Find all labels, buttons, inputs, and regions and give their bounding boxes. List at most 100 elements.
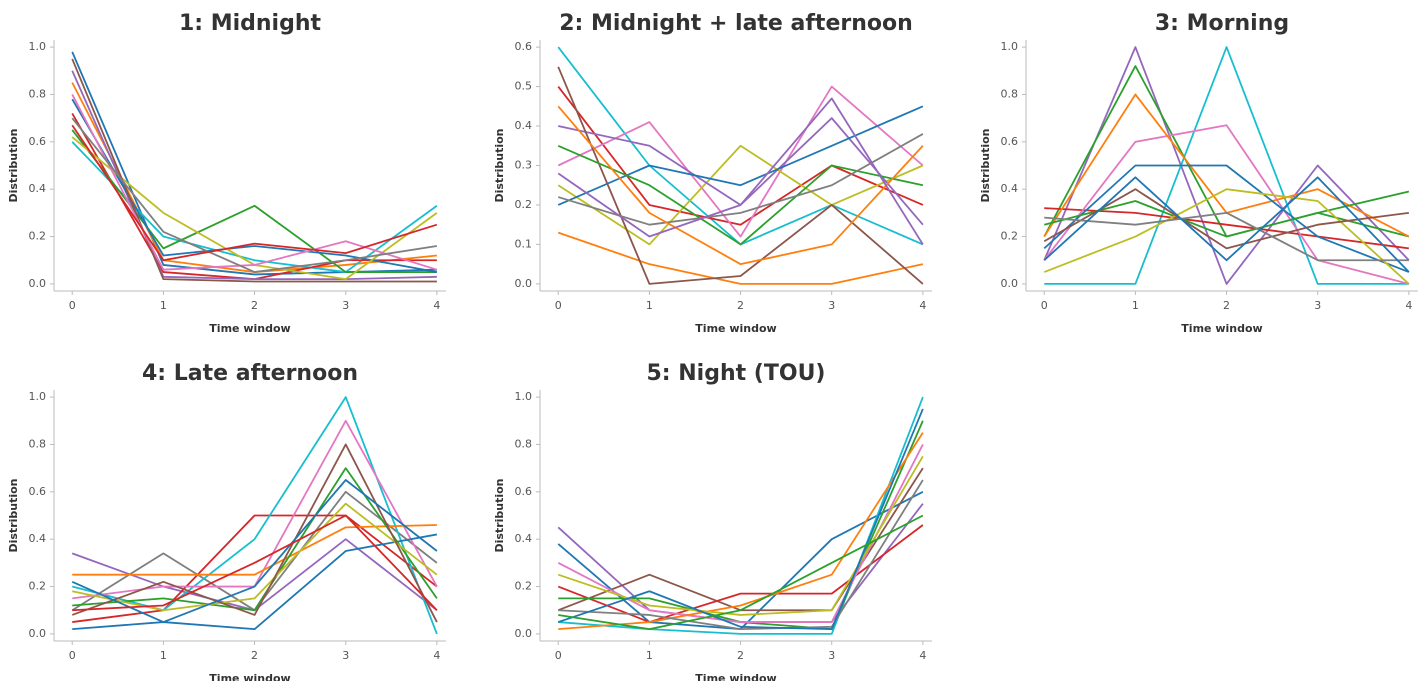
y-tick-label: 0.0 <box>29 627 47 640</box>
series-line <box>1044 211 1409 262</box>
series-line <box>72 502 438 612</box>
series-line <box>558 514 924 631</box>
series-line <box>558 432 924 631</box>
series-line <box>1043 188 1410 285</box>
y-axis-label: Distribution <box>493 128 506 202</box>
series-line <box>1043 124 1410 285</box>
y-axis-label: Distribution <box>493 478 506 552</box>
subplot: 1: Midnight 0.0 0.2 0.4 0.6 0.8 1.0 0 1 2 3 4 Time w… <box>7 11 446 335</box>
subplot: 4: Late afternoon 0.0 0.2 0.4 0.6 0.8 1.0 0 1 2 3 4… <box>7 361 446 681</box>
x-tick-label: 3 <box>1314 299 1321 312</box>
series-line <box>1043 176 1410 273</box>
series-line <box>71 490 438 612</box>
y-tick-label: 1.0 <box>29 40 47 53</box>
y-tick-label: 0.5 <box>515 80 533 93</box>
y-tick-label: 0.8 <box>29 437 47 450</box>
series-line <box>71 129 437 273</box>
y-axis-label: Distribution <box>979 128 992 202</box>
x-axis-label: Time window <box>695 672 776 681</box>
series-line <box>557 455 924 616</box>
x-tick-label: 2 <box>737 649 744 662</box>
series-line <box>557 85 924 238</box>
series-line <box>71 98 438 273</box>
series-line <box>557 66 924 285</box>
x-tick-label: 1 <box>646 299 653 312</box>
x-tick-label: 1 <box>1132 299 1139 312</box>
series-line <box>1044 46 1409 285</box>
y-tick-label: 0.4 <box>29 532 47 545</box>
series-line <box>557 144 924 246</box>
series-line <box>71 443 438 623</box>
y-tick-label: 0.4 <box>1001 182 1019 195</box>
x-tick-label: 2 <box>737 299 744 312</box>
y-tick-label: 0.6 <box>29 485 47 498</box>
series-line <box>71 94 438 271</box>
x-tick-label: 4 <box>433 649 440 662</box>
series-line <box>557 408 924 631</box>
series-line <box>72 514 438 612</box>
y-tick-label: 1.0 <box>29 390 47 403</box>
x-axis-label: Time window <box>1181 322 1262 335</box>
y-tick-label: 0.6 <box>1001 135 1019 148</box>
x-tick-label: 0 <box>69 649 76 662</box>
x-tick-label: 2 <box>1223 299 1230 312</box>
series-line <box>1044 190 1410 238</box>
x-tick-label: 4 <box>919 649 926 662</box>
y-tick-label: 0.4 <box>515 119 533 132</box>
series-line <box>558 479 924 631</box>
x-tick-label: 1 <box>160 299 167 312</box>
y-tick-label: 0.6 <box>29 135 47 148</box>
series-line <box>557 86 924 226</box>
x-tick-label: 0 <box>1041 299 1048 312</box>
y-tick-label: 0.2 <box>29 580 47 593</box>
x-axis-label: Time window <box>209 672 290 681</box>
x-tick-label: 3 <box>828 299 835 312</box>
subplot-title: 4: Late afternoon <box>142 361 358 386</box>
y-tick-label: 0.3 <box>515 159 533 172</box>
series-line <box>71 124 438 262</box>
y-tick-label: 1.0 <box>1001 40 1019 53</box>
y-tick-label: 0.8 <box>29 87 47 100</box>
x-tick-label: 3 <box>828 649 835 662</box>
series-line <box>557 105 924 266</box>
y-axis-label: Distribution <box>7 478 20 552</box>
series-line <box>72 419 438 600</box>
y-tick-label: 0.6 <box>515 40 533 53</box>
y-tick-label: 0.0 <box>1001 277 1019 290</box>
x-axis-label: Time window <box>209 322 290 335</box>
series-line <box>1043 164 1410 273</box>
series-line <box>71 58 437 283</box>
series-line <box>72 467 438 612</box>
subplot-title: 5: Night (TOU) <box>647 361 826 386</box>
series-line <box>557 444 924 623</box>
series-line <box>1043 188 1409 250</box>
series-line <box>1043 46 1410 285</box>
subplot-title: 1: Midnight <box>179 11 322 36</box>
x-tick-label: 1 <box>160 649 167 662</box>
y-tick-label: 0.2 <box>515 580 533 593</box>
series-line <box>557 144 924 246</box>
series-line <box>72 514 438 623</box>
x-tick-label: 0 <box>69 299 76 312</box>
y-tick-label: 0.8 <box>515 437 533 450</box>
x-tick-label: 4 <box>433 299 440 312</box>
x-tick-label: 0 <box>555 299 562 312</box>
series-line <box>557 524 924 623</box>
y-tick-label: 0.1 <box>515 237 533 250</box>
x-tick-label: 4 <box>1405 299 1412 312</box>
y-tick-label: 1.0 <box>515 390 533 403</box>
x-tick-label: 3 <box>342 299 349 312</box>
y-tick-label: 0.0 <box>515 627 533 640</box>
x-tick-label: 1 <box>646 649 653 662</box>
subplot: 3: Morning 0.0 0.2 0.4 0.6 0.8 1.0 0 1 2 3 4 Time wi… <box>979 11 1418 335</box>
x-tick-label: 2 <box>251 649 258 662</box>
y-tick-label: 0.6 <box>515 485 533 498</box>
series-line <box>71 117 438 273</box>
y-tick-label: 0.2 <box>29 230 47 243</box>
series-line <box>558 420 924 631</box>
y-tick-label: 0.2 <box>515 198 533 211</box>
series-line <box>71 70 437 281</box>
series-line <box>72 533 438 631</box>
y-tick-label: 0.0 <box>515 277 533 290</box>
